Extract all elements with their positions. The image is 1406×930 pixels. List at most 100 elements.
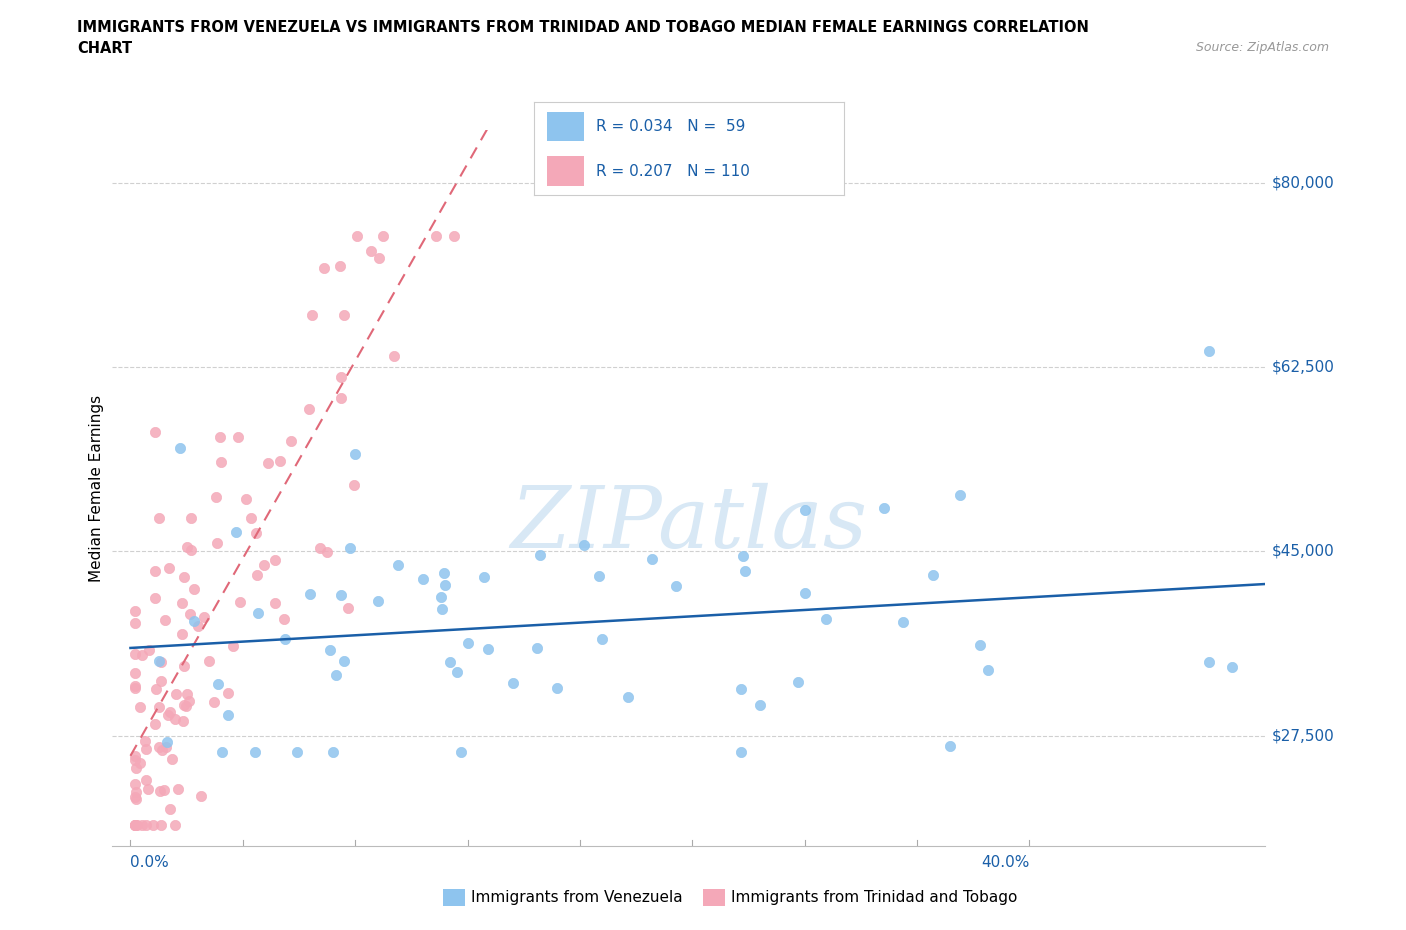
- Point: [344, 446, 367, 461]
- Point: [731, 549, 754, 564]
- Point: [197, 654, 219, 669]
- Point: [263, 595, 285, 610]
- Point: [891, 615, 914, 630]
- Point: [205, 536, 228, 551]
- Point: [330, 370, 353, 385]
- Point: [148, 739, 170, 754]
- Point: [274, 631, 297, 646]
- Point: [131, 817, 153, 832]
- Point: [439, 655, 461, 670]
- Point: [339, 540, 361, 555]
- Point: [179, 693, 201, 708]
- Point: [337, 600, 360, 615]
- Point: [429, 590, 451, 604]
- Point: [174, 698, 197, 713]
- Point: [617, 690, 640, 705]
- Point: [591, 631, 613, 646]
- Point: [202, 695, 225, 710]
- Point: [124, 777, 146, 791]
- Point: [180, 542, 202, 557]
- Point: [225, 525, 247, 539]
- Point: [217, 685, 239, 700]
- Point: [312, 260, 335, 275]
- Point: [165, 711, 187, 726]
- Point: [173, 570, 195, 585]
- Text: $62,500: $62,500: [1272, 360, 1336, 375]
- FancyBboxPatch shape: [547, 112, 583, 141]
- Point: [142, 817, 165, 832]
- Point: [124, 761, 146, 776]
- Point: [169, 441, 191, 456]
- Point: [124, 646, 146, 661]
- Point: [734, 564, 756, 578]
- Point: [124, 749, 146, 764]
- Point: [446, 665, 468, 680]
- Point: [138, 643, 160, 658]
- Point: [148, 699, 170, 714]
- Point: [180, 511, 202, 525]
- Point: [329, 259, 352, 273]
- Point: [343, 477, 366, 492]
- Point: [170, 596, 193, 611]
- Point: [922, 567, 945, 582]
- Point: [131, 648, 153, 663]
- Point: [183, 581, 205, 596]
- Point: [124, 681, 146, 696]
- Point: [730, 682, 752, 697]
- Point: [159, 705, 181, 720]
- Point: [1220, 660, 1243, 675]
- Point: [179, 607, 201, 622]
- Point: [280, 433, 302, 448]
- Point: [143, 564, 166, 578]
- Point: [150, 655, 173, 670]
- Point: [367, 251, 389, 266]
- Point: [135, 742, 157, 757]
- Point: [322, 744, 344, 759]
- Text: Source: ZipAtlas.com: Source: ZipAtlas.com: [1195, 41, 1329, 54]
- Point: [239, 511, 262, 525]
- Point: [977, 662, 1000, 677]
- Point: [124, 752, 146, 767]
- Point: [183, 613, 205, 628]
- Point: [124, 790, 146, 804]
- Point: [269, 454, 291, 469]
- Point: [229, 595, 252, 610]
- Point: [264, 552, 287, 567]
- Point: [949, 488, 972, 503]
- Point: [153, 783, 176, 798]
- Text: R = 0.207   N = 110: R = 0.207 N = 110: [596, 164, 749, 179]
- Point: [149, 783, 172, 798]
- Text: 0.0%: 0.0%: [131, 855, 169, 870]
- Point: [430, 602, 453, 617]
- Point: [125, 791, 148, 806]
- Point: [939, 739, 962, 754]
- Point: [149, 673, 172, 688]
- Text: $80,000: $80,000: [1272, 176, 1334, 191]
- Point: [546, 681, 568, 696]
- Point: [641, 551, 664, 566]
- Point: [136, 781, 159, 796]
- Point: [160, 751, 183, 766]
- Point: [165, 686, 187, 701]
- Point: [153, 612, 176, 627]
- Point: [124, 616, 146, 631]
- Point: [346, 228, 368, 243]
- Point: [382, 348, 405, 363]
- Point: [664, 578, 686, 593]
- Point: [156, 735, 179, 750]
- Text: CHART: CHART: [77, 41, 132, 56]
- Point: [217, 708, 239, 723]
- Point: [125, 817, 148, 832]
- FancyBboxPatch shape: [547, 156, 583, 186]
- Point: [145, 682, 167, 697]
- Point: [477, 642, 499, 657]
- Point: [173, 658, 195, 673]
- Point: [273, 611, 295, 626]
- Point: [301, 308, 323, 323]
- Point: [360, 244, 382, 259]
- Point: [325, 667, 347, 682]
- Point: [157, 560, 180, 575]
- Point: [787, 675, 810, 690]
- Point: [502, 675, 524, 690]
- Point: [207, 677, 229, 692]
